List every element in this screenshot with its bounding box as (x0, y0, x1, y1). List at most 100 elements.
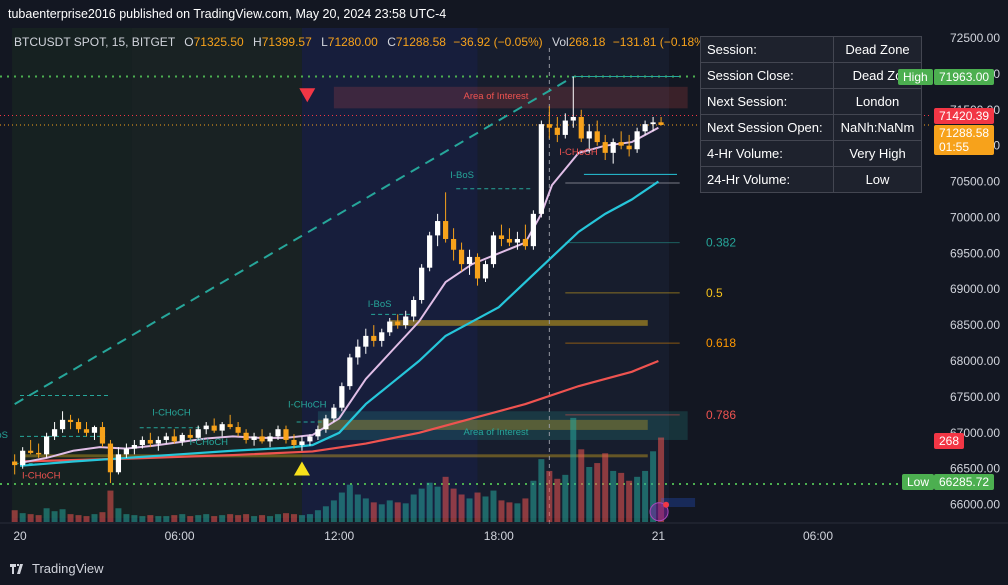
candle-body (51, 429, 58, 437)
candle (235, 422, 241, 437)
candle (12, 454, 18, 475)
volume-bar (578, 449, 585, 522)
session-info-table: Session: Dead Zone Session Close: Dead Zo … (700, 36, 922, 193)
candle-body (538, 124, 544, 214)
y-tick-label: 66500.00 (950, 462, 1000, 476)
volume-bar (466, 498, 473, 522)
candle-body (363, 335, 369, 347)
symbol-label[interactable]: BTCUSDT SPOT, 15, BITGET (14, 35, 175, 49)
candle-body (211, 425, 217, 431)
volume-bar (203, 514, 210, 522)
volume-bar (450, 488, 457, 522)
candle-body (379, 332, 385, 341)
volume-bar (322, 506, 329, 522)
candle (586, 124, 592, 153)
volume-bar (99, 512, 106, 522)
y-tick-label: 67500.00 (950, 390, 1000, 404)
volume-bar (394, 502, 401, 522)
volume-bar (402, 503, 409, 522)
volume-bar (195, 515, 202, 522)
candle (83, 422, 90, 437)
volume-bar (139, 516, 146, 522)
candle (602, 134, 608, 161)
candle (363, 328, 369, 354)
ema-fast-line (19, 126, 659, 464)
volume-bar (298, 515, 305, 522)
candle-body (99, 427, 106, 444)
candle-body (419, 267, 425, 300)
next-session-open-value: NaNh:NaNm (833, 114, 922, 141)
candle-body (594, 131, 600, 143)
y-tick-label: 70500.00 (950, 175, 1000, 189)
volume-bar (163, 516, 170, 522)
candle (203, 422, 209, 435)
publisher-line: tubaenterprise2016 published on TradingV… (8, 7, 447, 21)
next-session-open-row: Next Session Open: NaNh:NaNm (700, 114, 922, 141)
x-tick-label: 18:00 (484, 529, 514, 543)
candle (323, 414, 329, 433)
candle-body (307, 436, 313, 442)
volume-bar (562, 474, 569, 522)
ema-mid-line (19, 180, 660, 467)
candle (522, 224, 528, 250)
volume-bar (267, 516, 274, 522)
volume-bar (35, 515, 42, 522)
current-price-tag: 71288.58 01:55 (934, 125, 995, 155)
volume-bar (482, 496, 489, 522)
candle (658, 116, 664, 126)
candle-body (482, 264, 489, 279)
x-tick-label: 06:00 (803, 529, 833, 543)
close-key: C (387, 35, 396, 49)
high-value: 71399.57 (261, 35, 312, 49)
volume-bar (306, 514, 313, 522)
change-value: −36.92 (−0.05%) (453, 35, 543, 49)
x-tick-label: 20 (13, 529, 27, 543)
candle (195, 425, 201, 440)
candle-body (123, 448, 129, 455)
volume-bar (275, 514, 282, 522)
candle (371, 325, 377, 347)
volume-bar (147, 515, 154, 522)
candle-body (75, 422, 82, 430)
candle-body (44, 436, 50, 455)
ema-slow-line (19, 359, 659, 463)
volume-bar (67, 514, 74, 522)
demand-zone (317, 411, 688, 440)
candle (259, 429, 265, 444)
candle (355, 339, 361, 365)
candle-body (427, 235, 433, 268)
candle (642, 120, 648, 135)
volume-bar (610, 470, 617, 522)
buy-signal-icon (293, 461, 310, 476)
volume-marker (661, 498, 696, 507)
volume-bar (546, 470, 553, 522)
candle-body (642, 124, 648, 132)
candle (331, 404, 337, 423)
sell-signal-icon (299, 88, 316, 103)
y-tick-label: 72500.00 (950, 31, 1000, 45)
candle-body (67, 419, 74, 423)
supply-zone (333, 86, 688, 109)
price-chart[interactable]: 0.382 0.5 0.618 0.786 Area of Interest Area o… (0, 28, 1008, 555)
candle (450, 228, 457, 261)
candle-body (586, 131, 592, 139)
candle (171, 429, 177, 444)
tradingview-logo[interactable]: TradingView (10, 561, 104, 576)
ohlc-legend: BTCUSDT SPOT, 15, BITGET O71325.50 H7139… (14, 35, 709, 49)
low-label-tag: Low (902, 474, 935, 490)
candle-body (458, 249, 465, 265)
session-value: Dead Zone (833, 36, 922, 63)
y-tick-label: 68000.00 (950, 354, 1000, 368)
volume-bar (490, 490, 497, 522)
annotation-label: I-BoS (368, 299, 392, 310)
candle-body (131, 444, 137, 449)
four-hr-volume-row: 4-Hr Volume: Very High (700, 140, 922, 167)
candle-body (610, 142, 616, 153)
candle-body (315, 429, 321, 437)
volume-bar (107, 490, 114, 522)
next-session-value: London (833, 88, 922, 115)
candle-body (634, 131, 640, 150)
alert-dot-icon (663, 501, 670, 508)
annotation-label: I-CHoCH (559, 147, 598, 158)
candle (458, 242, 465, 272)
